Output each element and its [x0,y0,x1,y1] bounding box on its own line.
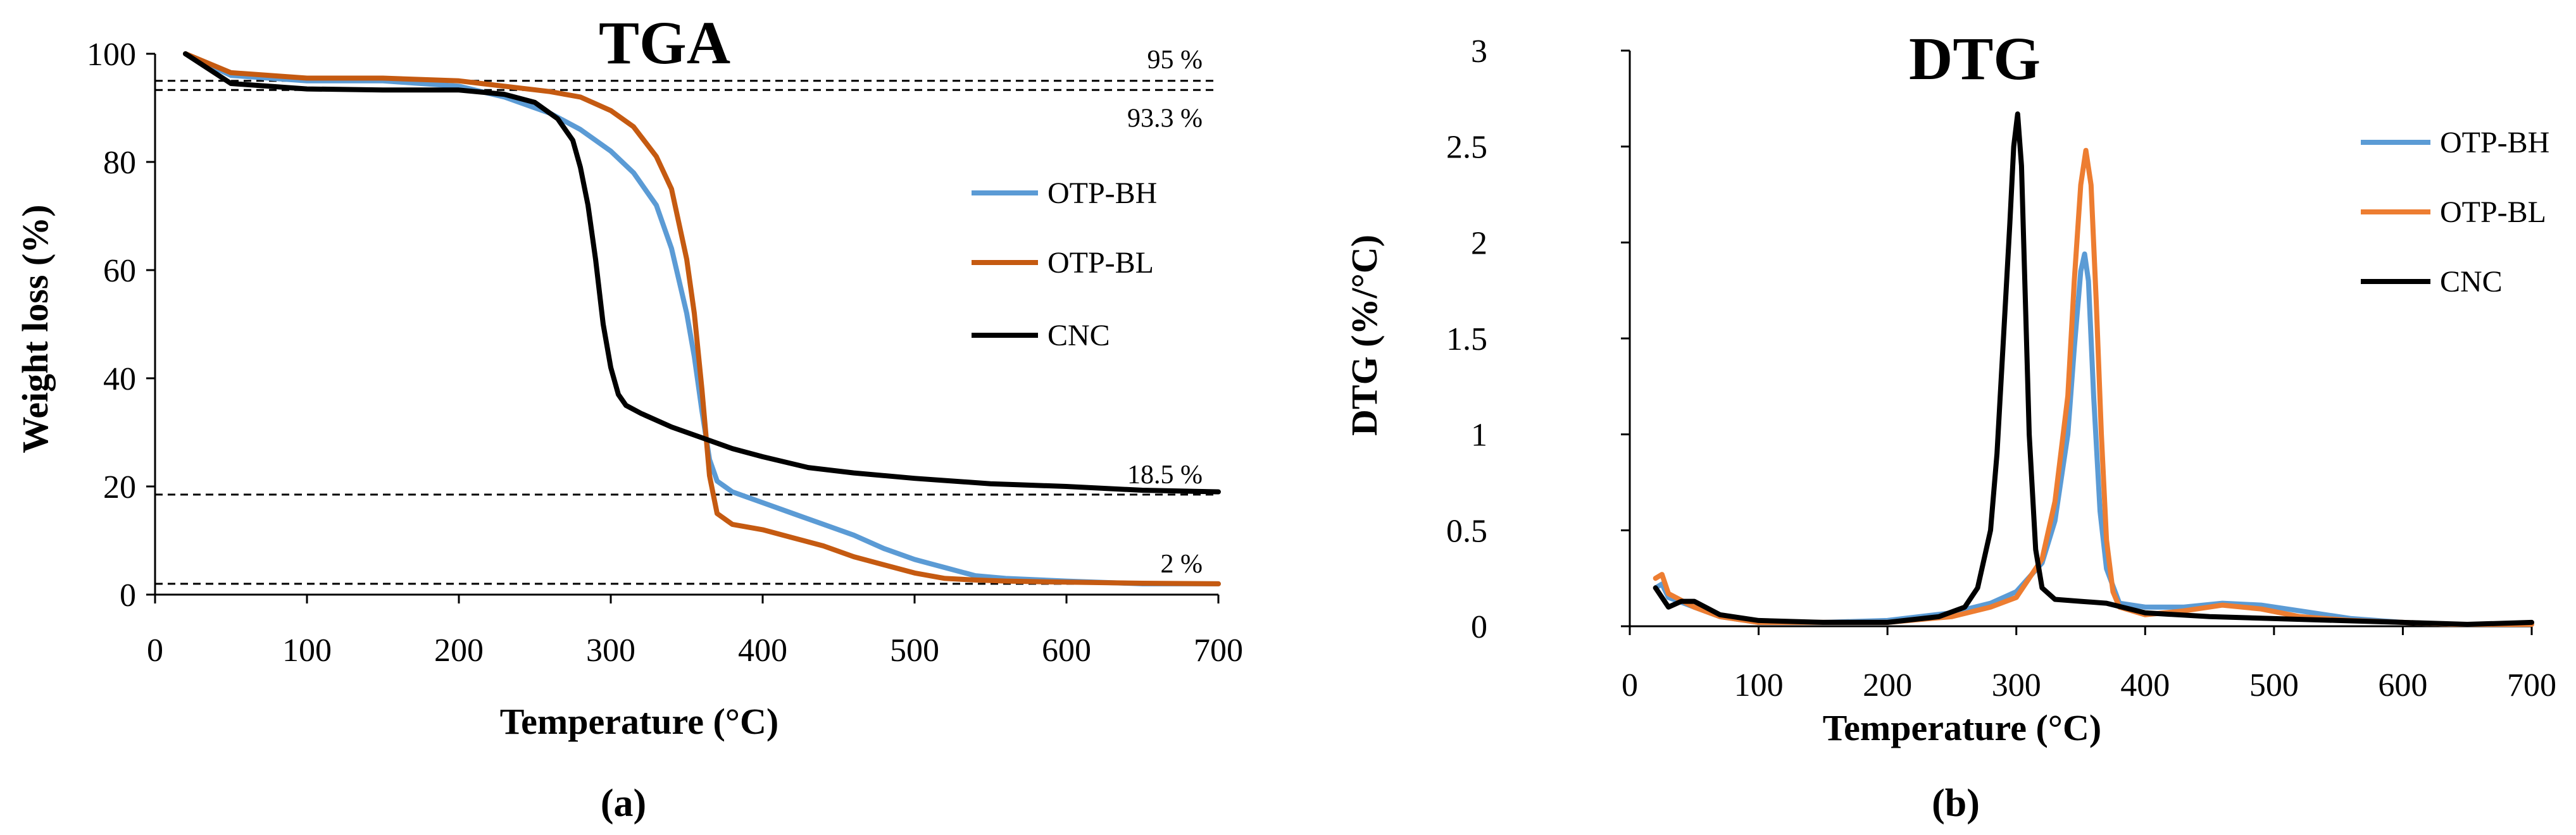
dtg-y-tick-label: 2 [1471,225,1487,261]
tga-y-tick-label: 40 [103,361,136,397]
tga-x-tick-label: 300 [586,633,635,669]
dtg-legend-label-otp-bl: OTP-BL [2440,195,2546,229]
tga-caption: (a) [601,782,646,825]
tga-x-tick-label: 100 [282,633,332,669]
dtg-x-tick-label: 300 [1992,667,2041,703]
dtg-y-tick-label: 0.5 [1446,513,1487,549]
dtg-legend-label-cnc: CNC [2440,265,2503,299]
tga-reference-label: 2 % [1161,550,1203,579]
dtg-caption: (b) [1932,782,1980,825]
dtg-chart: DTG Temperature (°C) DTG (%/°C) (b) 0 100… [1344,25,2556,825]
dtg-y-tick-label: 2.5 [1446,130,1487,166]
dtg-x-tick-label: 400 [2120,667,2170,703]
dtg-x-tick-label: 700 [2507,667,2556,703]
tga-y-tick-label: 0 [120,578,136,614]
tga-x-tick-label: 400 [738,633,787,669]
dtg-y-tick-label: 3 [1471,34,1487,70]
tga-y-tick-label: 80 [103,145,136,181]
tga-y-tick-label: 60 [103,253,136,289]
tga-x-tick-label: 500 [890,633,939,669]
tga-legend-label-cnc: CNC [1047,319,1110,352]
tga-y-tick-label: 20 [103,469,136,505]
dtg-y-tick-label: 1 [1471,418,1487,454]
dtg-x-tick-label: 0 [1622,667,1638,703]
tga-reference-label: 18.5 % [1127,461,1203,490]
tga-x-tick-label: 200 [434,633,484,669]
tga-x-tick-label: 0 [147,633,163,669]
tga-legend-label-otp-bh: OTP-BH [1047,176,1157,210]
tga-title: TGA [599,9,730,77]
tga-y-tick-label: 100 [87,37,136,73]
dtg-legend-label-otp-bh: OTP-BH [2440,126,2549,159]
tga-reference-label: 95 % [1147,46,1203,75]
tga-x-axis-label: Temperature (°C) [500,701,778,742]
dtg-series-line-cnc [1653,111,2534,627]
dtg-x-tick-label: 100 [1734,667,1784,703]
dtg-x-tick-label: 200 [1863,667,1912,703]
dtg-y-tick-label: 0 [1471,609,1487,645]
tga-x-tick-label: 600 [1042,633,1091,669]
tga-series-line-cnc [183,51,1221,495]
tga-x-tick-label: 700 [1194,633,1243,669]
tga-y-axis-label: Weight loss (%) [15,204,56,453]
dtg-y-tick-label: 1.5 [1446,321,1487,357]
dtg-title: DTG [1909,25,2041,92]
tga-reference-label: 93.3 % [1127,104,1203,133]
dtg-series-line-otp-bh [1653,251,2534,627]
tga-series-line-otp-bl [183,51,1221,586]
dtg-x-tick-label: 500 [2249,667,2299,703]
dtg-y-axis-label: DTG (%/°C) [1344,235,1385,436]
tga-legend-label-otp-bl: OTP-BL [1047,246,1154,280]
tga-chart: TGA Temperature (°C) Weight loss (%) (a)… [15,9,1243,825]
dtg-x-tick-label: 600 [2378,667,2427,703]
dtg-x-axis-label: Temperature (°C) [1823,707,2101,748]
